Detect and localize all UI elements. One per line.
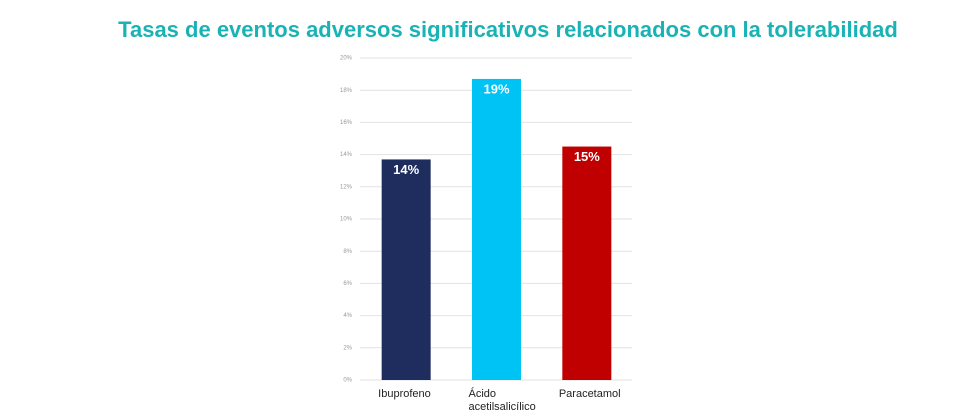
bar xyxy=(472,78,521,381)
value-label: 19% xyxy=(483,81,509,96)
y-tick-label: 10% xyxy=(340,217,353,223)
x-tick-label: Ibuprofeno xyxy=(378,388,431,400)
y-tick-label: 20% xyxy=(340,56,353,62)
y-tick-label: 18% xyxy=(340,88,353,94)
bar xyxy=(562,146,612,380)
y-tick-label: 2% xyxy=(343,345,352,351)
value-label: 14% xyxy=(393,162,419,177)
y-tick-label: 4% xyxy=(343,313,352,319)
bar xyxy=(381,159,431,380)
y-tick-label: 12% xyxy=(340,184,353,190)
x-tick-label: Ácido acetilsalicílico xyxy=(468,388,536,413)
x-tick-label: Paracetamol xyxy=(558,388,621,400)
y-tick-label: 0% xyxy=(343,378,352,384)
chart-title: Tasas de eventos adversos significativos… xyxy=(118,17,898,42)
value-label: 15% xyxy=(574,149,600,164)
y-tick-label: 14% xyxy=(340,152,353,158)
y-tick-label: 16% xyxy=(340,120,353,126)
y-tick-label: 8% xyxy=(343,249,352,255)
y-tick-label: 6% xyxy=(343,281,352,287)
